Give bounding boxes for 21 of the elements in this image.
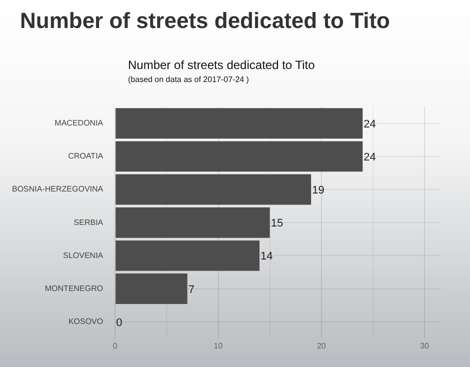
data-label: 24 [364,151,376,164]
y-tick-label: CROATIA [68,152,104,161]
text: (based on data as of 2017-07-24 ) [128,75,249,84]
y-tick-label: BOSNIA-HERZEGOVINA [12,184,104,194]
data-label: 15 [270,218,284,230]
y-tick-label: KOSOVO [68,317,104,326]
y-tick-label: MACEDONIA [54,118,104,128]
data-label: 7 [188,284,194,296]
x-tick-label: 10 [214,341,224,350]
chart-subtitle: Number of streets dedicated to Tito [128,58,315,72]
y-tick-label: SLOVENIA [63,250,104,260]
x-tick-label: 30 [420,341,430,350]
chart-title: Number of streets dedicated to Tito [20,8,390,34]
data-label: 0 [116,316,122,329]
y-tick-label: SERBIA [74,218,104,227]
data-label: 19 [312,184,324,197]
x-tick-label: 0 [112,341,118,350]
data-label: 24 [364,118,376,130]
x-tick-label: 20 [316,341,326,350]
data-label: 14 [260,250,273,263]
y-tick-label: MONTENEGRO [44,284,104,293]
